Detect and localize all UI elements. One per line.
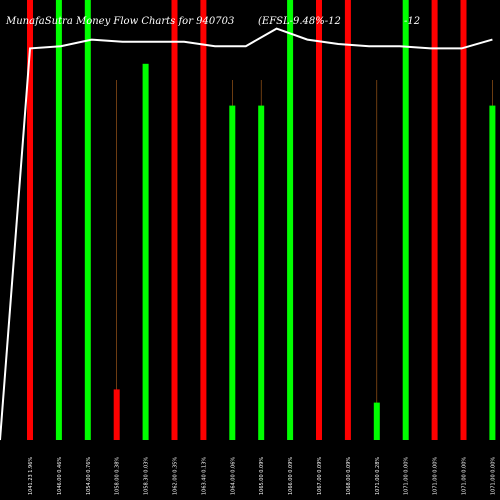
- bar-red: [200, 0, 207, 440]
- bar-green: [402, 0, 409, 440]
- bar-green: [258, 105, 265, 440]
- bar-red: [316, 0, 322, 440]
- bar-green: [142, 63, 149, 441]
- bar-green: [373, 402, 380, 440]
- x-tick-label: 1064.00 0.06%: [230, 457, 236, 495]
- chart-subtitle-suffix: -12: [404, 16, 420, 27]
- bar-red: [27, 0, 33, 440]
- x-tick-label: 1066.00 0.09%: [288, 457, 294, 495]
- x-tick-label: 1063.40 0.13%: [201, 457, 207, 495]
- x-tick-label: 1071.00 0.00%: [404, 457, 410, 495]
- chart-title: MunafaSutra Money Flow Charts for 940703: [5, 16, 234, 27]
- x-tick-label: 1071.00 0.00%: [433, 457, 439, 495]
- price-line-group: [0, 27, 493, 441]
- x-tick-label: 1058.30 0.03%: [144, 457, 150, 495]
- bar-green: [489, 105, 496, 440]
- x-tick-label: 1068.00 0.09%: [346, 457, 352, 495]
- bar-red: [113, 389, 120, 440]
- x-tick-label: 1071.00 0.00%: [490, 457, 496, 495]
- chart-subtitle: (EFSL-9.48%-12: [258, 16, 341, 27]
- x-tick-label: 1071.00 0.28%: [375, 457, 381, 495]
- bar-green: [84, 0, 91, 440]
- price-line: [0, 27, 493, 441]
- x-tick-label: 1046.00 0.46%: [57, 457, 63, 495]
- bar-red: [171, 0, 178, 440]
- x-tick-label: 1067.00 0.09%: [317, 457, 323, 495]
- bar-red: [460, 0, 467, 440]
- bar-red: [431, 0, 438, 440]
- bar-green: [55, 0, 62, 440]
- x-tick-labels: 1041.23 1.96% 1046.00 0.46% 1054.00 0.76% 1…: [28, 457, 496, 495]
- x-tick-label: 1041.23 1.96%: [28, 457, 34, 495]
- bars: [27, 0, 496, 441]
- x-tick-label: 1058.00 0.38%: [115, 457, 121, 495]
- bar-red: [344, 0, 351, 440]
- x-tick-label: 1065.00 0.09%: [259, 457, 265, 495]
- x-tick-label: 1071.00 0.00%: [462, 457, 468, 495]
- x-tick-label: 1054.00 0.76%: [86, 457, 92, 495]
- bar-green: [287, 0, 294, 440]
- bar-green: [229, 105, 236, 440]
- x-tick-label: 1062.00 0.35%: [173, 457, 179, 495]
